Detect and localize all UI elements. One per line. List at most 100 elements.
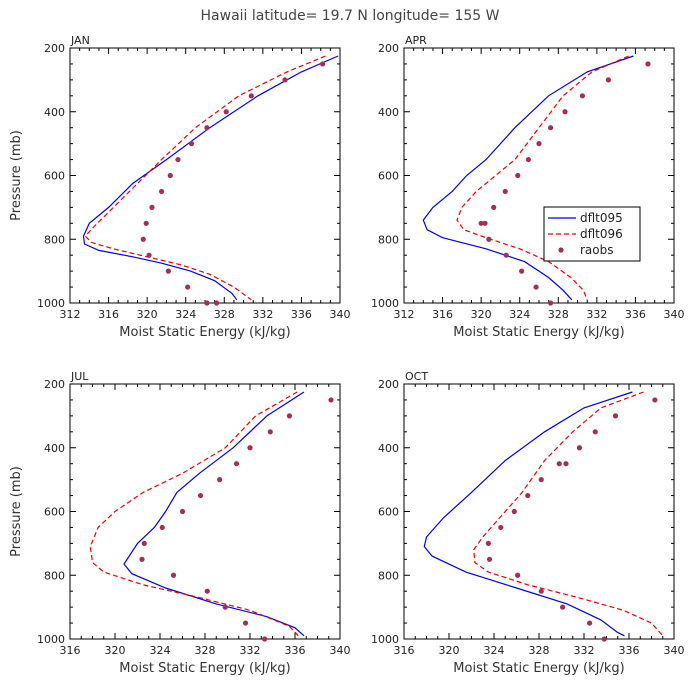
raobs-point bbox=[320, 61, 326, 67]
legend: dflt095 dflt096 raobs bbox=[543, 206, 641, 262]
panel-label: OCT bbox=[405, 370, 428, 383]
y-tick-label: 600 bbox=[44, 170, 65, 183]
y-axis-title: Pressure (mb) bbox=[9, 466, 24, 557]
series-dflt095-line bbox=[82, 55, 339, 301]
raobs-point bbox=[140, 236, 146, 242]
series-dflt095-line bbox=[422, 55, 634, 301]
x-axis-title: Moist Static Energy (kJ/kg) bbox=[119, 325, 290, 340]
x-axis-title: Moist Static Energy (kJ/kg) bbox=[453, 325, 624, 340]
x-tick-label: 340 bbox=[330, 644, 351, 657]
y-tick-label: 400 bbox=[378, 442, 399, 455]
y-tick-label: 1000 bbox=[37, 633, 65, 646]
raobs-point bbox=[197, 492, 204, 499]
raobs-point bbox=[601, 636, 607, 642]
raobs-point bbox=[170, 572, 177, 578]
raobs-point bbox=[204, 125, 210, 131]
x-tick-label: 336 bbox=[285, 644, 306, 657]
x-tick-label: 328 bbox=[195, 644, 216, 657]
legend-label-dflt095: dflt095 bbox=[580, 211, 623, 225]
raobs-point bbox=[519, 268, 525, 274]
raobs-point bbox=[652, 397, 658, 403]
x-tick-label: 340 bbox=[664, 308, 685, 321]
panel-jul: JUL 316 320 324 328 332 336 340 200 400 600 800 1000… bbox=[9, 370, 351, 676]
raobs-point bbox=[213, 300, 220, 306]
raobs-point bbox=[612, 413, 619, 419]
raobs-point bbox=[511, 508, 517, 515]
x-axis-title: Moist Static Energy (kJ/kg) bbox=[453, 661, 624, 676]
y-tick-label: 600 bbox=[378, 170, 399, 183]
raobs-point bbox=[267, 429, 273, 435]
panel-label: JUL bbox=[70, 370, 89, 383]
raobs-point bbox=[562, 109, 568, 115]
x-tick-label: 324 bbox=[175, 308, 196, 321]
raobs-point bbox=[515, 572, 521, 578]
raobs-point bbox=[486, 236, 492, 242]
x-tick-label: 320 bbox=[471, 308, 492, 321]
y-tick-label: 600 bbox=[378, 506, 399, 519]
y-tick-label: 200 bbox=[378, 42, 399, 55]
raobs-point bbox=[282, 77, 288, 83]
x-tick-label: 324 bbox=[509, 308, 530, 321]
panel-oct: OCT 316 320 324 328 332 336 340 200 400 600 800 1000… bbox=[371, 370, 685, 676]
x-tick-label: 320 bbox=[105, 644, 126, 657]
x-tick-label: 316 bbox=[60, 644, 81, 657]
y-tick-label: 1000 bbox=[371, 297, 399, 310]
x-tick-label: 340 bbox=[330, 308, 351, 321]
x-tick-label: 328 bbox=[529, 644, 550, 657]
raobs-point bbox=[143, 220, 149, 226]
raobs-point bbox=[525, 156, 531, 163]
raobs-point bbox=[165, 268, 171, 274]
raobs-point bbox=[538, 477, 544, 483]
series-dflt095-line bbox=[423, 391, 633, 637]
x-tick-label: 328 bbox=[214, 308, 235, 321]
x-tick-label: 320 bbox=[439, 644, 460, 657]
raobs-point bbox=[141, 540, 147, 546]
y-axis-title: Pressure (mb) bbox=[9, 130, 24, 221]
raobs-point bbox=[491, 204, 497, 210]
y-tick-label: 800 bbox=[378, 233, 399, 246]
raobs-point bbox=[146, 252, 152, 258]
series-raobs bbox=[478, 61, 651, 306]
y-tick-label: 800 bbox=[378, 569, 399, 582]
x-tick-label: 332 bbox=[252, 308, 273, 321]
y-tick-label: 200 bbox=[44, 42, 65, 55]
x-tick-label: 312 bbox=[394, 308, 415, 321]
y-tick-label: 400 bbox=[44, 442, 65, 455]
legend-label-dflt096: dflt096 bbox=[580, 227, 623, 241]
series-dflt096-line bbox=[84, 55, 326, 301]
raobs-point bbox=[560, 604, 566, 610]
raobs-point bbox=[139, 556, 145, 562]
x-tick-label: 336 bbox=[625, 308, 646, 321]
y-tick-label: 1000 bbox=[37, 297, 65, 310]
panel-apr: APR 312 316 320 324 328 332 336 340 200 400 600 800 1… bbox=[371, 34, 685, 340]
x-tick-label: 324 bbox=[150, 644, 171, 657]
y-tick-label: 800 bbox=[44, 569, 65, 582]
y-tick-label: 400 bbox=[378, 106, 399, 119]
y-tick-label: 600 bbox=[44, 506, 65, 519]
series-raobs bbox=[485, 397, 658, 642]
raobs-point bbox=[592, 429, 598, 435]
raobs-point bbox=[248, 93, 254, 99]
panel-jan: JAN 312 316 320 324 328 332 336 340 200 400 600 800 1… bbox=[9, 34, 351, 340]
x-tick-label: 324 bbox=[484, 644, 505, 657]
raobs-point bbox=[563, 461, 569, 467]
x-tick-label: 332 bbox=[240, 644, 261, 657]
y-tick-label: 200 bbox=[378, 378, 399, 391]
raobs-point bbox=[556, 461, 562, 467]
raobs-point bbox=[167, 172, 173, 179]
raobs-point bbox=[149, 204, 155, 210]
plot-frame bbox=[69, 47, 341, 304]
panel-label: JAN bbox=[70, 34, 90, 47]
raobs-point bbox=[222, 604, 228, 610]
raobs-point bbox=[242, 620, 249, 626]
raobs-point bbox=[605, 77, 612, 83]
legend-marker-raobs bbox=[558, 247, 564, 253]
x-tick-label: 316 bbox=[394, 644, 415, 657]
x-tick-label: 340 bbox=[664, 644, 685, 657]
raobs-point bbox=[645, 61, 651, 67]
panel-label: APR bbox=[405, 34, 427, 47]
raobs-point bbox=[185, 284, 191, 290]
series-dflt096-line bbox=[456, 55, 629, 301]
raobs-point bbox=[485, 540, 491, 546]
